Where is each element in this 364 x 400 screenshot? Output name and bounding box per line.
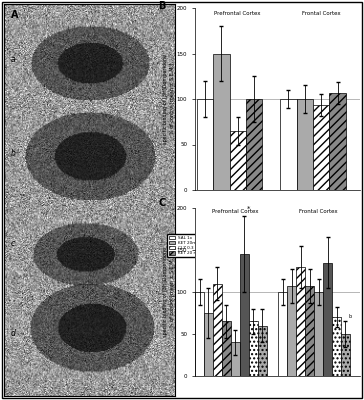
Bar <box>288 286 296 376</box>
Bar <box>278 292 288 376</box>
Bar <box>297 99 313 190</box>
Text: a: a <box>11 55 15 64</box>
Bar <box>314 292 323 376</box>
Text: A: A <box>11 10 18 20</box>
Y-axis label: specific binding of [3H]Domperidone
% of control [mean ± S.E.M.]: specific binding of [3H]Domperidone % of… <box>163 247 174 337</box>
Bar <box>280 99 297 190</box>
Text: c: c <box>11 239 15 248</box>
Bar <box>197 99 213 190</box>
Bar <box>305 286 314 376</box>
Bar <box>329 93 346 190</box>
Bar <box>213 284 222 376</box>
Bar <box>323 263 332 376</box>
Bar <box>313 105 329 190</box>
Bar <box>230 131 246 190</box>
Bar <box>195 292 204 376</box>
Text: d: d <box>11 329 15 338</box>
Bar <box>246 99 262 190</box>
Text: Prefrontal Cortex: Prefrontal Cortex <box>214 11 261 16</box>
Text: b: b <box>348 314 352 319</box>
Y-axis label: specific binding of [3H]Domperidone
% of control [mean ± S.E.M.]: specific binding of [3H]Domperidone % of… <box>163 54 174 144</box>
Text: *: * <box>247 205 250 211</box>
Bar <box>341 334 350 376</box>
Bar <box>296 267 305 376</box>
Legend: SAL 1x, KET 20mg/kg 1x, CLZ 0.3 mg/kg 1x, KET 20 mg/kg + CLZ 0.3 mg/kg 1x: SAL 1x, KET 20mg/kg 1x, CLZ 0.3 mg/kg 1x… <box>167 234 251 257</box>
Text: B: B <box>158 1 166 11</box>
Text: C: C <box>158 198 166 208</box>
Bar <box>204 313 213 376</box>
Bar <box>240 254 249 376</box>
Bar <box>222 322 231 376</box>
Bar <box>249 322 258 376</box>
Bar <box>332 317 341 376</box>
Bar <box>213 54 230 190</box>
Text: Frontal Cortex: Frontal Cortex <box>302 11 340 16</box>
Text: b: b <box>11 149 15 158</box>
Text: Frontal Cortex: Frontal Cortex <box>299 209 338 214</box>
Bar <box>231 342 240 376</box>
Text: Prefrontal Cortex: Prefrontal Cortex <box>212 209 258 214</box>
Bar <box>258 326 266 376</box>
